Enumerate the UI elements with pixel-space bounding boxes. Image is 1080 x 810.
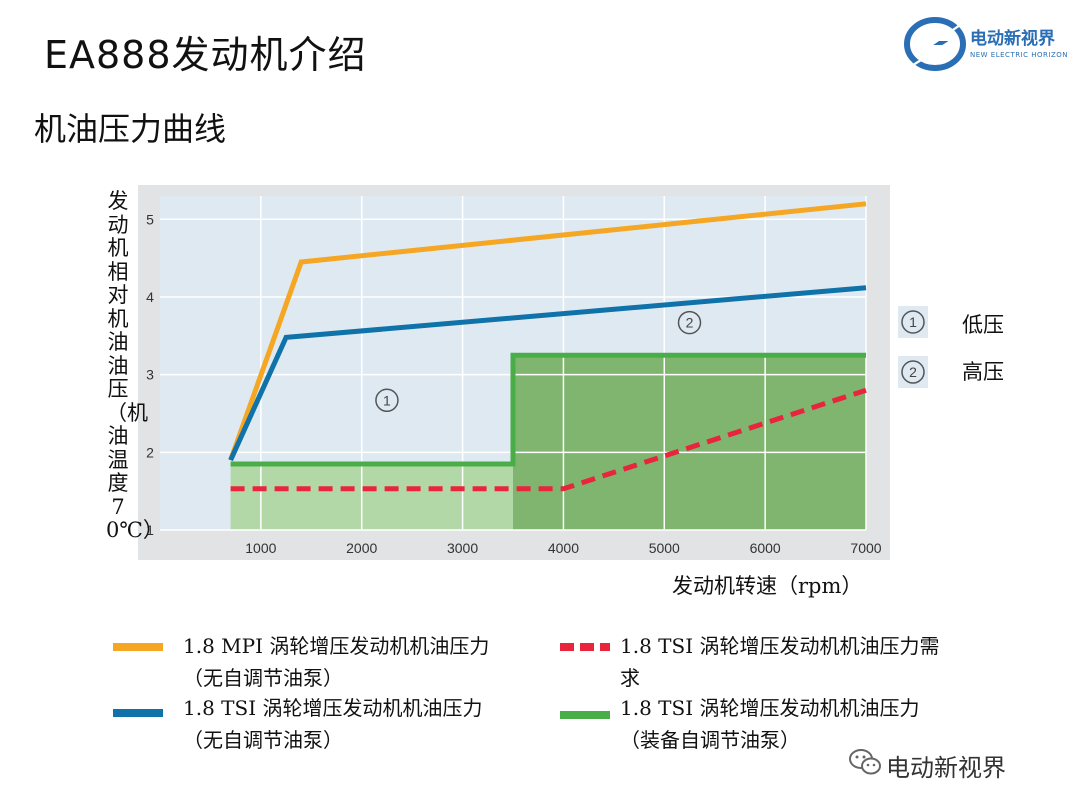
legend-label: （无自调节油泵） bbox=[183, 728, 343, 752]
legend-label: （装备自调节油泵） bbox=[620, 728, 800, 752]
zone-key-marker-label: 2 bbox=[909, 364, 917, 380]
zone-marker-label: 1 bbox=[383, 392, 391, 408]
brand-logo-icon bbox=[901, 13, 977, 72]
brand-name: 电动新视界 bbox=[970, 29, 1055, 49]
legend-label: 1.8 MPI 涡轮增压发动机机油压力 bbox=[183, 634, 490, 658]
zone-key-label-low: 低压 bbox=[962, 313, 1004, 337]
x-axis-label: 发动机转速（rpm） bbox=[672, 574, 863, 598]
legend-label: （无自调节油泵） bbox=[183, 666, 343, 690]
y-axis-label: 发动机相对机油油压（机油温度70℃） bbox=[106, 189, 164, 542]
zone-marker-circle bbox=[375, 388, 399, 413]
series-line-3 bbox=[230, 387, 867, 492]
x-tick-label: 6000 bbox=[750, 540, 781, 556]
legend-item-tsi-regulated: 1.8 TSI 涡轮增压发动机机油压力 （装备自调节油泵） bbox=[620, 692, 919, 756]
y-tick-label: 1 bbox=[146, 522, 154, 538]
legend-label: 求 bbox=[620, 666, 640, 690]
slide-subtitle: 机油压力曲线 bbox=[34, 110, 227, 148]
zone-key-label-high: 高压 bbox=[962, 360, 1004, 384]
x-tick-label: 4000 bbox=[548, 540, 579, 556]
legend-item-tsi: 1.8 TSI 涡轮增压发动机机油压力 （无自调节油泵） bbox=[183, 692, 482, 756]
legend-label: 1.8 TSI 涡轮增压发动机机油压力 bbox=[620, 696, 920, 720]
legend-label: 1.8 TSI 涡轮增压发动机机油压力需 bbox=[620, 634, 940, 658]
series-line-0 bbox=[228, 201, 867, 461]
legend-swatch-tsi bbox=[113, 709, 163, 717]
legend-swatch-tsi-regulated bbox=[560, 711, 610, 719]
zone-key-marker-label: 1 bbox=[909, 314, 917, 330]
legend-swatch-demand bbox=[560, 643, 610, 651]
low-pressure-fill bbox=[230, 463, 513, 530]
zone-key-circle bbox=[901, 360, 925, 384]
brand-tagline: NEW ELECTRIC HORIZON bbox=[970, 51, 1068, 59]
x-tick-label: 5000 bbox=[649, 540, 680, 556]
y-tick-label: 3 bbox=[146, 367, 154, 383]
wechat-icon bbox=[849, 749, 881, 775]
footer-text: 电动新视界 bbox=[886, 754, 1006, 782]
zone-marker-label: 2 bbox=[686, 315, 694, 331]
series-line-2 bbox=[230, 352, 866, 467]
y-tick-label: 2 bbox=[146, 444, 154, 460]
legend-item-mpi: 1.8 MPI 涡轮增压发动机机油压力 （无自调节油泵） bbox=[183, 630, 489, 694]
x-tick-label: 7000 bbox=[850, 540, 881, 556]
x-tick-label: 1000 bbox=[245, 540, 276, 556]
legend-item-demand: 1.8 TSI 涡轮增压发动机机油压力需 求 bbox=[620, 630, 939, 694]
legend-swatch-mpi bbox=[113, 643, 163, 651]
series-line-1 bbox=[228, 285, 867, 462]
high-pressure-fill bbox=[513, 355, 866, 530]
zone-key-circle bbox=[901, 310, 925, 334]
y-tick-label: 5 bbox=[146, 211, 154, 227]
zone-marker-circle bbox=[677, 310, 702, 335]
x-tick-label: 3000 bbox=[447, 540, 478, 556]
x-tick-label: 2000 bbox=[346, 540, 377, 556]
legend-label: 1.8 TSI 涡轮增压发动机机油压力 bbox=[183, 696, 483, 720]
y-tick-label: 4 bbox=[146, 289, 154, 305]
slide-title: EA888发动机介绍 bbox=[44, 33, 367, 77]
